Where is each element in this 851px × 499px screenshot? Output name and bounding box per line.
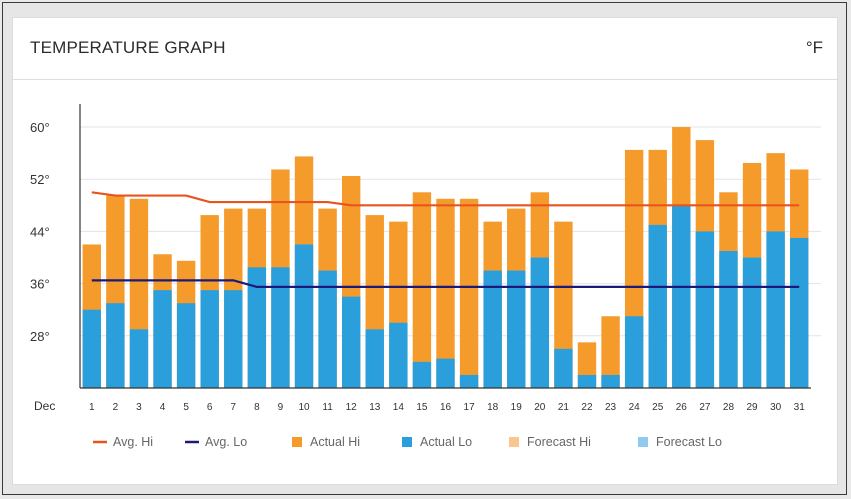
- x-tick-label: 16: [440, 402, 452, 413]
- x-tick-label: 2: [113, 402, 119, 413]
- x-tick-label: 24: [629, 402, 641, 413]
- actual-lo-bar: [577, 374, 597, 388]
- actual-lo-bar: [766, 231, 785, 388]
- x-tick-label: 29: [746, 402, 758, 413]
- actual-lo-bar: [365, 329, 384, 388]
- card-title: TEMPERATURE GRAPH: [30, 38, 226, 57]
- actual-lo-bar: [459, 374, 479, 388]
- legend-square-swatch: [509, 437, 519, 447]
- actual-hi-bar: [601, 316, 620, 388]
- avg-lo-line: [91, 279, 800, 288]
- actual-lo-bar: [271, 267, 290, 388]
- actual-lo-bar: [247, 267, 267, 388]
- x-tick-label: 20: [534, 402, 546, 413]
- actual-lo-bar: [129, 329, 149, 388]
- actual-lo-bar: [153, 290, 172, 388]
- y-tick-label: 60°: [30, 120, 50, 135]
- unit-toggle[interactable]: °F: [805, 38, 823, 57]
- actual-lo-bar: [507, 270, 526, 388]
- temperature-chart: 28°36°44°52°60°Dec 1 2 3 4 5 6 7 8 9 10 11 12 13 14 15 1…: [30, 104, 821, 449]
- legend-square-swatch: [292, 437, 302, 447]
- x-tick-label: 31: [794, 402, 806, 413]
- x-month-label: Dec: [34, 399, 55, 413]
- avg-hi-line: [91, 191, 800, 207]
- actual-lo-bar: [412, 361, 432, 388]
- actual-hi-bar: [412, 192, 432, 388]
- x-tick-label: 9: [278, 402, 284, 413]
- actual-lo-bar: [224, 290, 243, 388]
- x-tick-label: 17: [464, 402, 476, 413]
- actual-lo-bar: [601, 374, 620, 388]
- actual-hi-bar: [459, 198, 479, 388]
- legend-square-swatch: [402, 437, 412, 447]
- x-tick-label: 4: [160, 402, 166, 413]
- actual-lo-bar: [82, 309, 101, 388]
- legend-label: Avg. Hi: [113, 435, 153, 449]
- actual-hi-bar: [554, 221, 573, 388]
- x-tick-label: 11: [322, 402, 333, 413]
- legend-label: Forecast Hi: [527, 435, 591, 449]
- actual-lo-bar: [719, 251, 738, 388]
- y-tick-label: 36°: [30, 277, 50, 292]
- actual-lo-bar: [318, 270, 337, 388]
- actual-lo-bar: [389, 322, 408, 388]
- actual-lo-bar: [624, 316, 644, 388]
- y-tick-label: 28°: [30, 329, 50, 344]
- legend-label: Actual Lo: [420, 435, 472, 449]
- actual-lo-bar: [648, 224, 667, 388]
- actual-lo-bar: [790, 237, 809, 388]
- x-tick-label: 15: [416, 402, 428, 413]
- actual-lo-bar: [672, 205, 691, 388]
- x-tick-label: 12: [346, 402, 358, 413]
- x-tick-label: 21: [558, 402, 570, 413]
- x-tick-label: 10: [298, 402, 310, 413]
- legend-square-swatch: [638, 437, 648, 447]
- actual-hi-bar: [436, 198, 455, 388]
- x-tick-label: 3: [136, 402, 142, 413]
- actual-lo-bar: [176, 303, 196, 388]
- x-tick-label: 14: [393, 402, 405, 413]
- actual-lo-bar: [530, 257, 550, 388]
- card-header: TEMPERATURE GRAPH °F: [13, 18, 837, 80]
- y-tick-label: 44°: [30, 224, 50, 239]
- temperature-graph-card: TEMPERATURE GRAPH °F 28° 36° 44° 52° 60° Dec 1…: [12, 17, 838, 485]
- x-tick-label: 19: [511, 402, 523, 413]
- x-tick-label: 28: [723, 402, 735, 413]
- actual-lo-bar: [554, 348, 573, 388]
- legend-label: Avg. Lo: [205, 435, 247, 449]
- legend-label: Forecast Lo: [656, 435, 722, 449]
- x-tick-label: 25: [652, 402, 664, 413]
- x-tick-label: 8: [254, 402, 260, 413]
- y-tick-label: 52°: [30, 172, 50, 187]
- x-tick-label: 18: [487, 402, 499, 413]
- actual-lo-bar: [106, 303, 125, 388]
- x-tick-label: 23: [605, 402, 617, 413]
- x-tick-label: 7: [230, 402, 236, 413]
- x-tick-label: 27: [699, 402, 711, 413]
- actual-lo-bar: [294, 244, 314, 388]
- x-tick-label: 5: [183, 402, 189, 413]
- x-tick-label: 26: [676, 402, 688, 413]
- actual-lo-bar: [695, 231, 715, 388]
- x-tick-label: 22: [581, 402, 593, 413]
- actual-lo-bar: [436, 358, 455, 388]
- actual-lo-bar: [742, 257, 762, 388]
- x-tick-label: 30: [770, 402, 782, 413]
- x-tick-label: 6: [207, 402, 213, 413]
- legend-label: Actual Hi: [310, 435, 360, 449]
- actual-lo-bar: [200, 290, 219, 388]
- x-tick-label: 1: [89, 402, 95, 413]
- actual-lo-bar: [341, 296, 361, 388]
- x-tick-label: 13: [369, 402, 381, 413]
- actual-lo-bar: [483, 270, 502, 388]
